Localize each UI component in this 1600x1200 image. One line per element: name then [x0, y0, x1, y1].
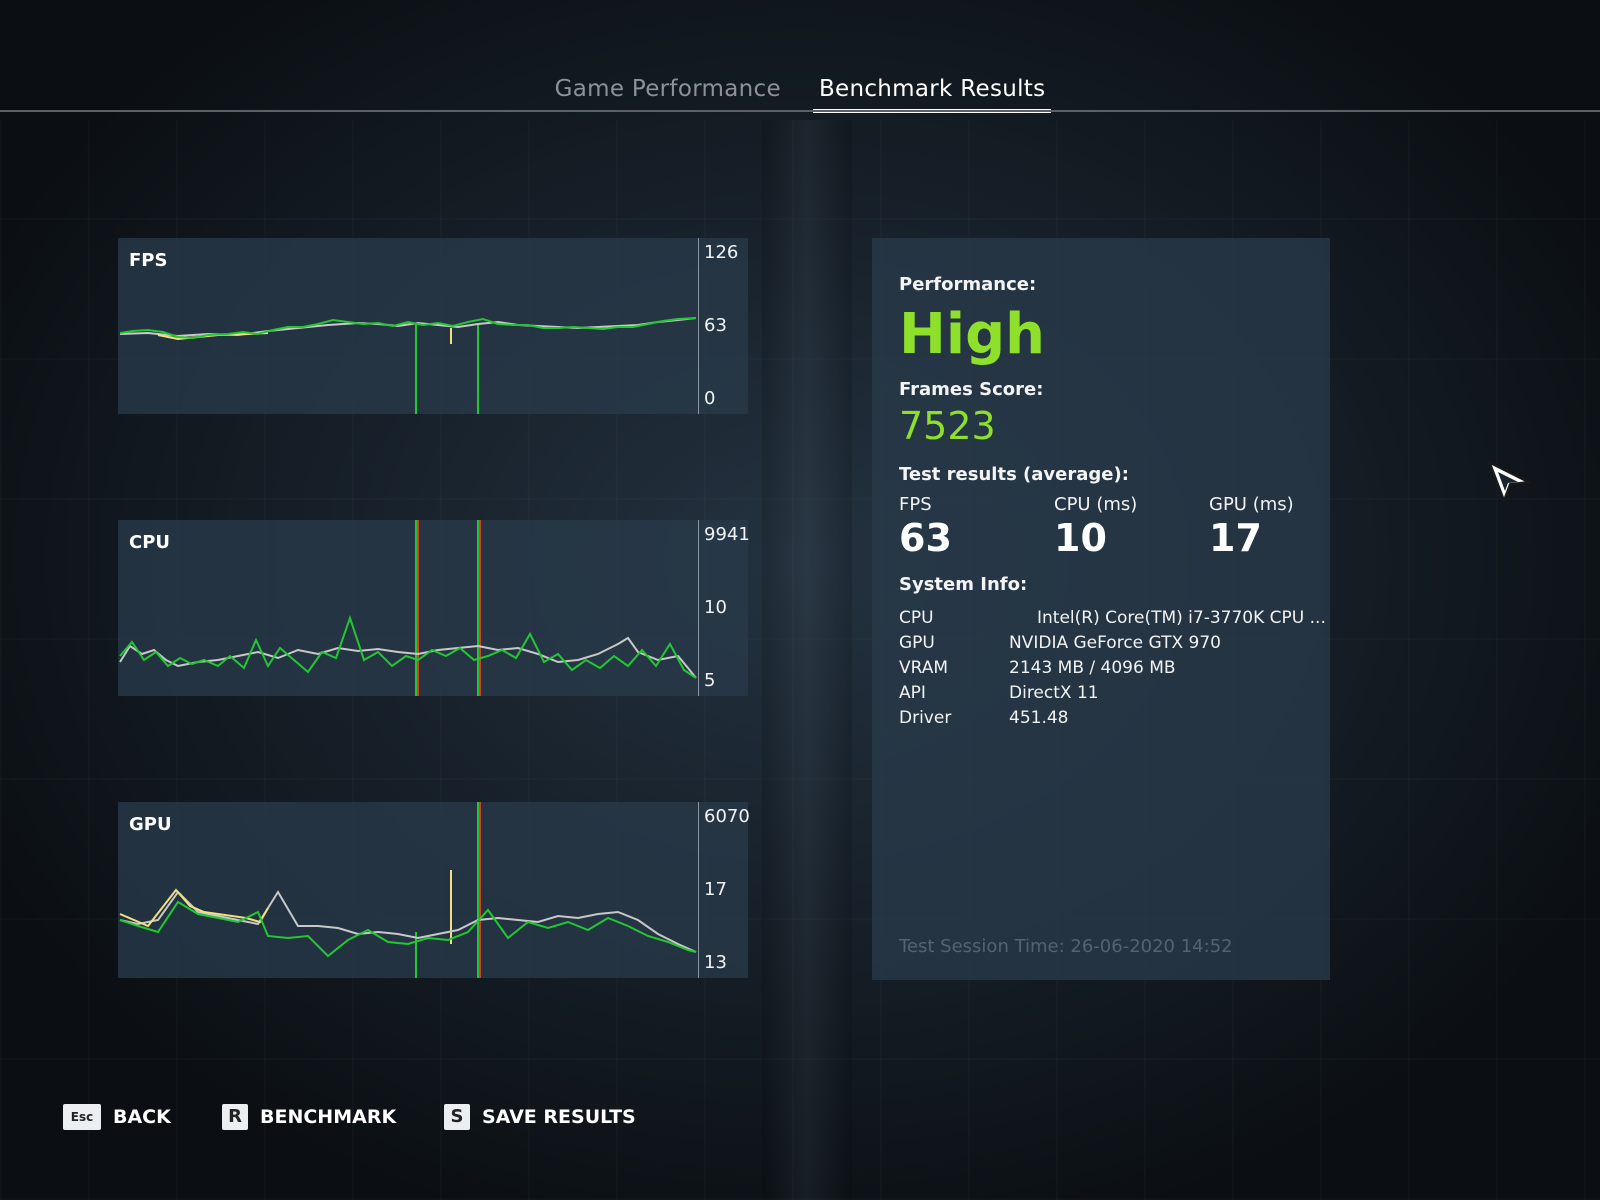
gpu-series-grey	[119, 890, 697, 953]
cpu-graph-title: CPU	[129, 532, 171, 553]
gpu-graph-axis	[698, 802, 699, 978]
gpu-graph-panel: GPU 6070 17 13	[118, 802, 750, 978]
metric-fps-value: 63	[899, 516, 952, 560]
cpu-tick-min: 5	[704, 670, 716, 691]
sysinfo-vram-value: 2143 MB / 4096 MB	[1009, 658, 1176, 678]
r-key-icon: R	[222, 1104, 248, 1130]
tab-game-performance[interactable]: Game Performance	[554, 76, 781, 102]
fps-series-grey	[119, 317, 697, 338]
esc-key-icon: Esc	[63, 1104, 101, 1130]
tab-benchmark-results[interactable]: Benchmark Results	[812, 74, 1052, 113]
gpu-tick-min: 13	[704, 952, 727, 973]
cpu-graph-axis	[698, 520, 699, 696]
frames-score-value: 7523	[899, 404, 996, 448]
sysinfo-cpu-value: Intel(R) Core(TM) i7-3770K CPU ...	[1037, 608, 1326, 628]
sysinfo-gpu-value: NVIDIA GeForce GTX 970	[1009, 633, 1221, 653]
cpu-tick-max: 9941	[704, 524, 750, 545]
gpu-series-green	[119, 900, 697, 958]
cpu-series-green	[119, 614, 697, 679]
fps-tick-mid: 63	[704, 315, 727, 336]
sysinfo-gpu-key: GPU	[899, 633, 935, 653]
session-time: Test Session Time: 26-06-2020 14:52	[899, 936, 1233, 957]
back-label: BACK	[113, 1106, 171, 1128]
sysinfo-driver-value: 451.48	[1009, 708, 1069, 728]
cpu-graph-panel: CPU 9941 10 5	[118, 520, 750, 696]
benchmark-label: BENCHMARK	[260, 1106, 397, 1128]
fps-graph-panel: FPS 126 63 0	[118, 238, 748, 414]
frames-score-label: Frames Score:	[899, 379, 1044, 400]
fps-tick-max: 126	[704, 242, 739, 263]
tab-divider	[0, 110, 1600, 112]
gpu-graph-title: GPU	[129, 814, 172, 835]
fps-tick-min: 0	[704, 388, 716, 409]
benchmark-button[interactable]: R BENCHMARK	[222, 1104, 396, 1130]
cpu-series-grey	[119, 636, 697, 679]
fps-graph-title: FPS	[129, 250, 168, 271]
sysinfo-api-value: DirectX 11	[1009, 683, 1099, 703]
metric-cpu-value: 10	[1054, 516, 1107, 560]
performance-value: High	[899, 302, 1046, 367]
cpu-tick-mid: 10	[704, 597, 727, 618]
test-results-label: Test results (average):	[899, 464, 1129, 485]
metric-gpu-value: 17	[1209, 516, 1262, 560]
metric-gpu-label: GPU (ms)	[1209, 494, 1294, 515]
arrow-cursor-icon	[1488, 460, 1532, 503]
fps-graph-axis	[698, 238, 699, 414]
sysinfo-vram-key: VRAM	[899, 658, 949, 678]
s-key-icon: S	[444, 1104, 470, 1130]
fps-graph-plot	[119, 317, 697, 414]
fps-series-green	[119, 317, 697, 340]
sysinfo-driver-key: Driver	[899, 708, 952, 728]
metric-cpu-label: CPU (ms)	[1054, 494, 1138, 515]
save-results-button[interactable]: S SAVE RESULTS	[444, 1104, 636, 1130]
stone-pillar	[762, 120, 852, 1200]
gpu-tick-mid: 17	[704, 879, 727, 900]
sysinfo-api-key: API	[899, 683, 926, 703]
performance-label: Performance:	[899, 274, 1037, 295]
sysinfo-cpu-key: CPU	[899, 608, 934, 628]
system-info-label: System Info:	[899, 574, 1028, 595]
results-panel: Performance: High Frames Score: 7523 Tes…	[872, 238, 1330, 980]
metric-fps-label: FPS	[899, 494, 932, 515]
cpu-graph-plot	[119, 520, 697, 696]
gpu-tick-max: 6070	[704, 806, 750, 827]
back-button[interactable]: Esc BACK	[63, 1104, 171, 1130]
gpu-graph-plot	[119, 802, 697, 978]
tab-bar: Game Performance Benchmark Results	[0, 74, 1600, 114]
save-results-label: SAVE RESULTS	[482, 1106, 636, 1128]
gpu-series-yellow	[119, 888, 269, 928]
